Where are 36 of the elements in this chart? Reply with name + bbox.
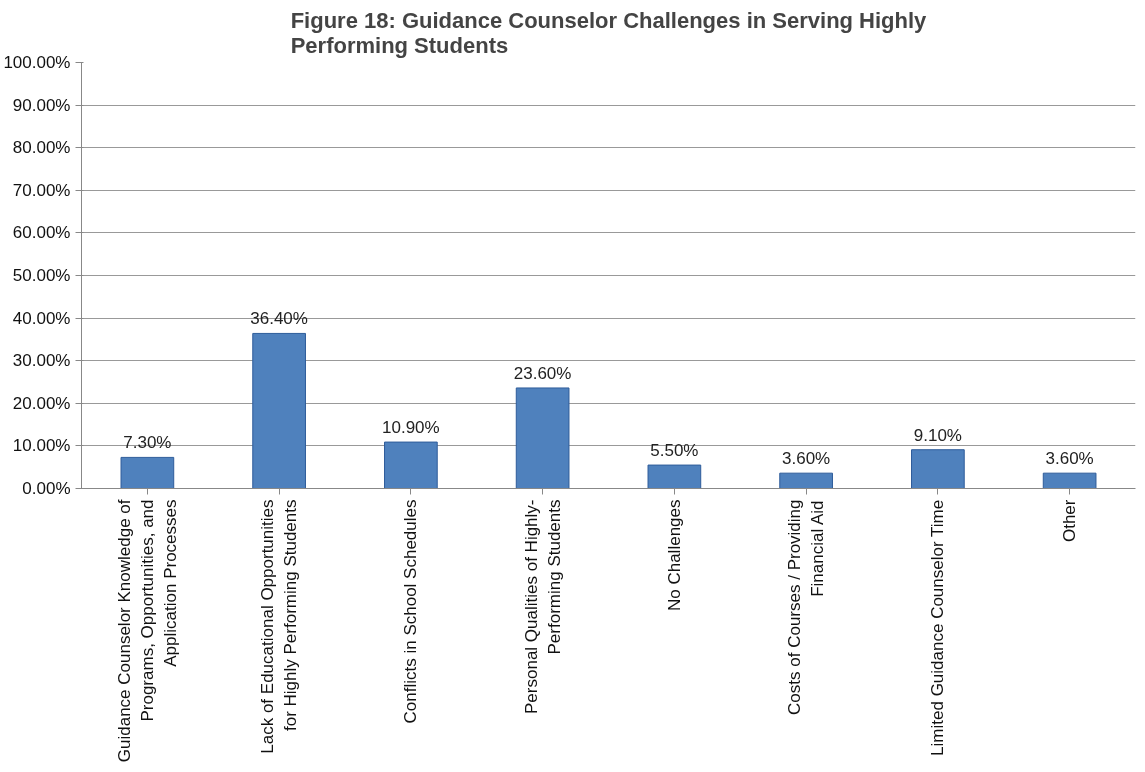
chart-title: Figure 18: Guidance Counselor Challenges in Serving Highly Performing Students — [290, 7, 928, 58]
bar — [1042, 472, 1097, 489]
bar — [911, 449, 965, 489]
y-tick-label: 30.00% — [12, 351, 71, 371]
data-label: 7.30% — [123, 433, 172, 453]
bar — [120, 456, 175, 489]
x-tick-label: Conflicts in School Schedules — [401, 499, 421, 724]
y-tick-label: 40.00% — [12, 308, 71, 328]
y-tick-label: 100.00% — [3, 53, 71, 72]
data-label: 3.60% — [782, 449, 831, 469]
y-tick-label: 80.00% — [12, 138, 71, 158]
y-tick-label: 90.00% — [12, 95, 71, 115]
y-tick-label: 0.00% — [22, 479, 71, 498]
data-label: 3.60% — [1045, 449, 1094, 469]
bar — [252, 332, 306, 489]
x-tick-label: No Challenges — [664, 499, 684, 612]
x-tick-label: Limited Guidance Counselor Time — [928, 499, 948, 756]
bar — [515, 387, 570, 489]
bar — [384, 441, 438, 489]
bar — [647, 464, 702, 489]
y-tick-label: 50.00% — [12, 266, 71, 285]
data-label: 5.50% — [650, 441, 699, 461]
x-tick-label: Other — [1060, 499, 1080, 543]
data-label: 9.10% — [913, 425, 962, 445]
x-tick-label: Costs of Courses / Providing Financial Aid — [785, 499, 828, 715]
y-tick-label: 70.00% — [12, 180, 71, 200]
x-tick-label: Lack of Educational Opportunities for Highly Performing Students — [258, 499, 301, 754]
bar — [779, 472, 833, 489]
x-tick-label: Personal Qualities of Highly-Performing Students — [521, 499, 564, 714]
data-label: 36.40% — [250, 309, 308, 329]
y-tick-label: 60.00% — [12, 223, 71, 243]
data-label: 23.60% — [513, 363, 572, 383]
y-tick-label: 20.00% — [12, 393, 71, 413]
data-label: 10.90% — [382, 418, 440, 438]
x-tick-label: Guidance Counselor Knowledge of Programs, Opportunities, and Application Processes — [115, 499, 180, 763]
y-tick-label: 10.00% — [12, 436, 71, 456]
